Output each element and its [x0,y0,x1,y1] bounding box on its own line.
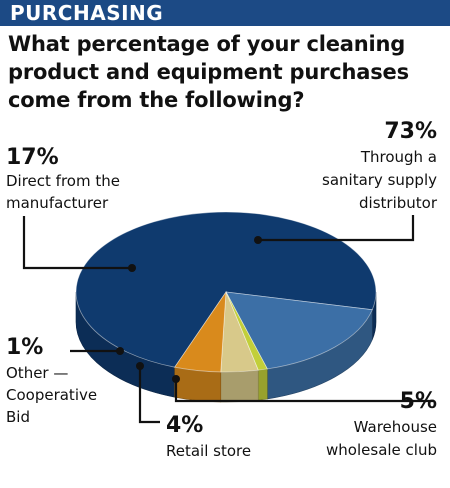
section-title: PURCHASING [10,1,164,25]
slice-side-retail [220,369,259,403]
question-line-2: product and equipment purchases [8,60,409,84]
slice-value-warehouse: 5% [400,389,437,414]
slice-value-manufacturer: 17% [6,145,59,170]
leader-dot-warehouse [172,375,180,383]
pie-layer [75,211,377,403]
question-line-1: What percentage of your cleaning [8,32,406,56]
slice-label-distributor-line-3: distributor [359,194,438,212]
slice-warehouse [174,290,227,373]
slice-value-distributor: 73% [384,119,437,144]
leader-line-warehouse [174,379,434,403]
leader-line-retail [138,366,160,424]
slice-label-manufacturer-line-2: manufacturer [6,194,109,212]
slice-side-warehouse [174,366,222,403]
question-line-3: come from the following? [8,88,305,112]
slice-value-retail: 4% [166,413,203,438]
slice-label-other-line-1: Other — [6,364,68,382]
leader-dot-retail [136,362,144,370]
slice-manufacturer [225,291,373,370]
leader-dot-manufacturer [128,264,136,272]
slice-label-warehouse-line-2: wholesale club [326,441,437,459]
slice-label-retail-line-1: Retail store [166,442,251,460]
slice-distributor [75,211,377,368]
question-text: What percentage of your cleaning product… [8,30,448,114]
leader-dot-other [116,347,124,355]
slice-label-other-line-2: Cooperative [6,386,97,404]
slice-label-warehouse-line-1: Warehouse [354,418,437,436]
slice-side-other [257,368,268,401]
leader-dot-distributor [254,236,262,244]
slice-label-manufacturer-line-1: Direct from the [6,172,120,190]
leader-line-manufacturer [22,216,132,270]
slice-value-other: 1% [6,335,43,360]
slice-labels: 73% Through a sanitary supply distributo… [6,119,438,460]
leader-lines [22,215,434,424]
slice-label-other-line-3: Bid [6,408,30,426]
slice-label-distributor-line-2: sanitary supply [322,171,437,189]
leader-line-distributor [258,215,415,242]
section-banner: PURCHASING [0,0,450,26]
slice-label-distributor-line-1: Through a [360,148,437,166]
